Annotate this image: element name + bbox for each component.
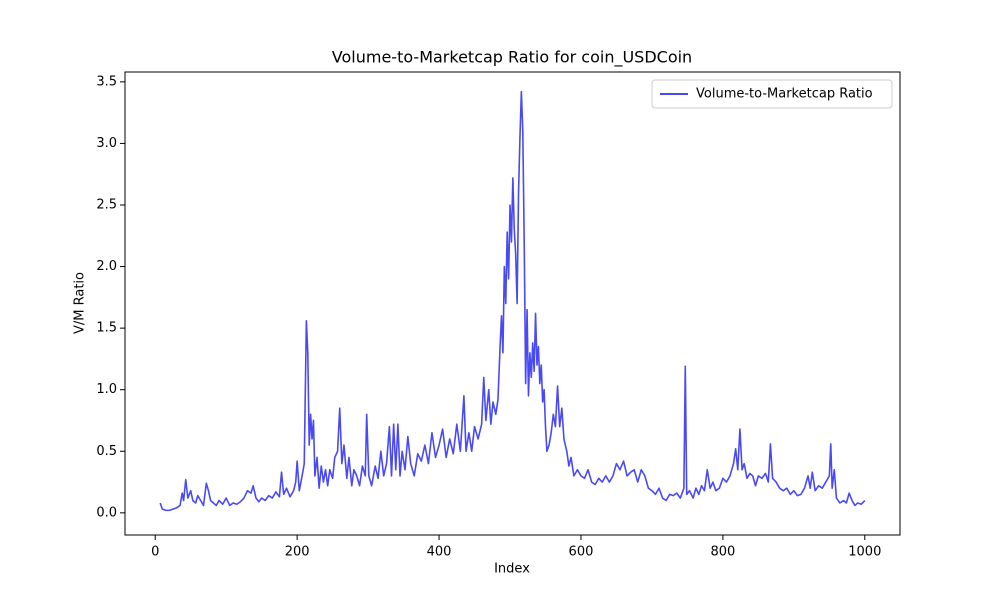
legend-label: Volume-to-Marketcap Ratio: [696, 87, 873, 102]
y-tick-label: 0.5: [96, 444, 117, 459]
x-tick-label: 600: [569, 545, 594, 560]
y-tick-label: 3.5: [96, 74, 117, 89]
x-axis-label: Index: [494, 562, 530, 577]
y-tick-label: 2.5: [96, 197, 117, 212]
line-series: [159, 90, 866, 512]
x-tick-label: 800: [710, 545, 735, 560]
x-tick-label: 400: [427, 545, 452, 560]
plot-frame: [124, 71, 901, 536]
x-tick-label: 200: [285, 545, 310, 560]
y-tick-label: 3.0: [96, 136, 117, 151]
y-tick-label: 1.5: [96, 321, 117, 336]
legend-box: [651, 79, 893, 109]
chart-title: Volume-to-Marketcap Ratio for coin_USDCo…: [332, 48, 692, 68]
x-tick-label: 0: [151, 545, 159, 560]
y-tick-label: 0.0: [96, 505, 117, 520]
y-tick-label: 2.0: [96, 259, 117, 274]
y-axis-label: V/M Ratio: [73, 272, 88, 334]
y-tick-label: 1.0: [96, 382, 117, 397]
x-tick-label: 1000: [848, 545, 881, 560]
